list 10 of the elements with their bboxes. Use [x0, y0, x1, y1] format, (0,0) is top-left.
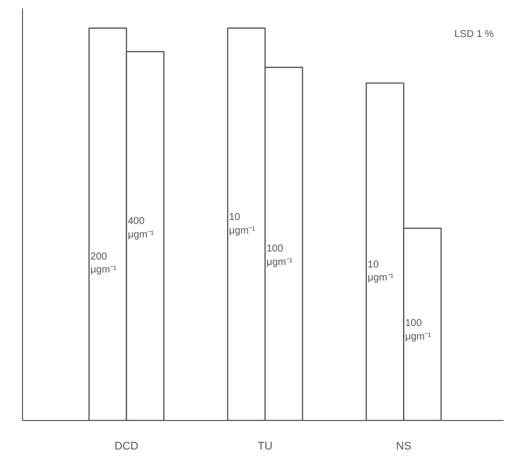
annotation: 10 μgm⁻¹	[229, 212, 256, 236]
x-tick-label: NS	[396, 440, 412, 452]
annotation: 400 μgm⁻¹	[128, 216, 154, 240]
annotation: 100 μgm⁻¹	[405, 318, 432, 342]
annotation: LSD 1 %	[454, 28, 494, 40]
annotation: 200 μgm⁻¹	[90, 251, 118, 276]
annotation: 10 μgm⁻¹	[368, 259, 394, 284]
x-tick-label: DCD	[114, 440, 138, 452]
annotation: 100 μgm⁻¹	[266, 244, 294, 268]
x-tick-label: TU	[258, 440, 272, 452]
